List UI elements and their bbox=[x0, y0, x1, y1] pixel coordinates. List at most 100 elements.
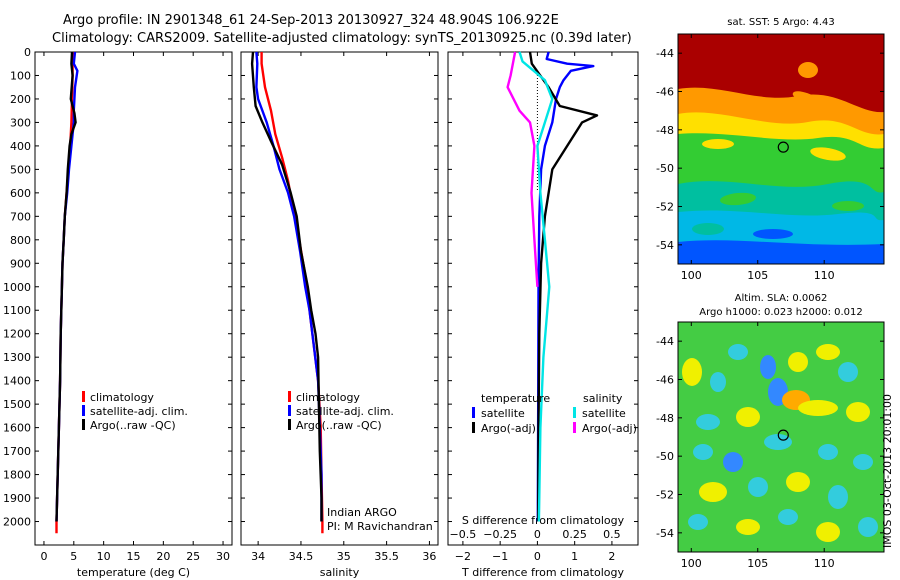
map-panel-1: -54 -52 -50 -48 -46 -44 100 105 110 sat. SST: 5 A… bbox=[656, 17, 885, 282]
legend-swatch bbox=[573, 407, 576, 418]
legend-title-salinity: salinity bbox=[583, 392, 623, 405]
heatmap-cell bbox=[682, 358, 702, 386]
y-tick-label: 2000 bbox=[3, 516, 31, 529]
legend-label: satellite bbox=[481, 407, 525, 420]
profile-panel-1: 0100200300400500600700800900100011001200… bbox=[3, 46, 233, 579]
x-tick-label: 34 bbox=[251, 550, 265, 563]
legend-swatch bbox=[472, 422, 475, 433]
heatmap-cell bbox=[846, 402, 870, 422]
legend-swatch bbox=[288, 391, 291, 402]
x-tick-label: 15 bbox=[127, 550, 141, 563]
heatmap-cell bbox=[853, 454, 873, 470]
y-tick-label: -54 bbox=[656, 527, 674, 540]
heatmap-cell bbox=[764, 434, 792, 450]
y-tick-label: 1600 bbox=[3, 422, 31, 435]
heatmap-cell bbox=[699, 482, 727, 502]
legend-label: satellite-adj. clim. bbox=[296, 405, 394, 418]
legend-swatch bbox=[573, 422, 576, 433]
x-tick-label: 105 bbox=[747, 269, 768, 282]
heatmap-cell bbox=[723, 452, 743, 472]
y-tick-label: 600 bbox=[10, 187, 31, 200]
y-tick-label: 800 bbox=[10, 234, 31, 247]
heatmap-cell bbox=[792, 91, 820, 105]
heatmap-cell bbox=[692, 223, 724, 235]
heatmap-cell bbox=[693, 444, 713, 460]
argo-location-marker bbox=[777, 141, 789, 153]
sla-map-title-line2: Argo h1000: 0.023 h2000: 0.012 bbox=[699, 307, 863, 318]
y-tick-label: 1400 bbox=[3, 375, 31, 388]
profile-panel-2: 34 34.5 35 35.5 36 salinity climatologysatelli… bbox=[240, 51, 439, 579]
y-tick-label: -44 bbox=[656, 335, 674, 348]
panels: 0100200300400500600700800900100011001200… bbox=[3, 17, 885, 579]
legend-title-temperature: temperature bbox=[481, 392, 550, 405]
x-axis-label: T difference from climatology bbox=[461, 566, 624, 579]
heatmap-cell bbox=[788, 352, 808, 372]
plot-frame bbox=[34, 51, 233, 546]
heatmap-cell bbox=[828, 485, 848, 509]
x-axis-label: salinity bbox=[320, 566, 360, 579]
map-field bbox=[678, 34, 884, 264]
x-tick-label: −1 bbox=[492, 550, 508, 563]
legend-label: satellite bbox=[582, 407, 626, 420]
x-axis-label: temperature (deg C) bbox=[77, 566, 190, 579]
heatmap-cell bbox=[786, 472, 810, 492]
x-tick-label: 110 bbox=[814, 557, 835, 570]
heatmap-cell bbox=[702, 139, 734, 149]
y-tick-label: 0 bbox=[24, 46, 31, 59]
annotation-text: Indian ARGO bbox=[327, 506, 397, 519]
heatmap-cell bbox=[798, 400, 838, 416]
x-tick-label: 2 bbox=[608, 550, 615, 563]
heatmap-cell bbox=[736, 519, 760, 535]
y-tick-label: -54 bbox=[656, 239, 674, 252]
y-tick-label: 100 bbox=[10, 69, 31, 82]
s-tick-label: −0.5 bbox=[450, 528, 477, 541]
x-tick-label: 0 bbox=[40, 550, 47, 563]
y-tick-label: 400 bbox=[10, 140, 31, 153]
x-tick-label: −2 bbox=[455, 550, 471, 563]
heatmap-cell bbox=[760, 355, 776, 379]
legend-swatch bbox=[288, 419, 291, 430]
legend-label: Argo(..raw -QC) bbox=[296, 419, 382, 432]
heatmap-cell bbox=[858, 517, 878, 537]
profile-panel-3: −2 −1 0 1 2 T difference from climatology −0.5… bbox=[447, 51, 639, 579]
y-tick-label: -46 bbox=[656, 374, 674, 387]
sla-map-title-line1: Altim. SLA: 0.0062 bbox=[735, 293, 828, 304]
y-tick-label: 900 bbox=[10, 257, 31, 270]
plot-frame bbox=[240, 51, 439, 546]
y-tick-label: 1900 bbox=[3, 492, 31, 505]
map-panel-2: -54 -52 -50 -48 -46 -44 100 105 110 Altim. SLA: 0… bbox=[656, 293, 885, 570]
y-tick-label: -50 bbox=[656, 450, 674, 463]
series-line-salinity-argo-adj- bbox=[506, 51, 539, 287]
heatmap-cell bbox=[720, 192, 756, 206]
y-tick-label: -48 bbox=[656, 412, 674, 425]
series-line-salinity-satellite bbox=[518, 51, 554, 522]
figure-title-line1: Argo profile: IN 2901348_61 24-Sep-2013 … bbox=[63, 13, 559, 28]
heatmap-cell bbox=[810, 147, 846, 161]
y-tick-label: 1800 bbox=[3, 469, 31, 482]
y-tick-label: -50 bbox=[656, 162, 674, 175]
watermark: IMOS 03-Oct-2013 20:01:00 bbox=[881, 394, 894, 548]
legend-label: climatology bbox=[90, 391, 154, 404]
heatmap-cell bbox=[736, 407, 760, 427]
y-tick-label: 1500 bbox=[3, 398, 31, 411]
legend-swatch bbox=[82, 419, 85, 430]
heatmap-cell bbox=[710, 372, 726, 392]
legend-swatch bbox=[82, 405, 85, 416]
heatmap-cell bbox=[816, 522, 840, 542]
y-tick-label: -44 bbox=[656, 47, 674, 60]
heatmap-cell bbox=[748, 477, 768, 497]
y-tick-label: 1100 bbox=[3, 304, 31, 317]
plot-frame bbox=[447, 51, 639, 546]
legend-label: climatology bbox=[296, 391, 360, 404]
y-tick-label: -46 bbox=[656, 86, 674, 99]
heatmap-cell bbox=[728, 344, 748, 360]
x-tick-label: 5 bbox=[70, 550, 77, 563]
x-tick-label: 34.5 bbox=[289, 550, 314, 563]
y-tick-label: 1300 bbox=[3, 351, 31, 364]
y-tick-label: -52 bbox=[656, 201, 674, 214]
series-line-temperature-argo-adj- bbox=[528, 51, 599, 522]
legend-label: satellite-adj. clim. bbox=[90, 405, 188, 418]
heatmap-cell bbox=[832, 201, 864, 211]
heatmap-cell bbox=[798, 62, 818, 78]
